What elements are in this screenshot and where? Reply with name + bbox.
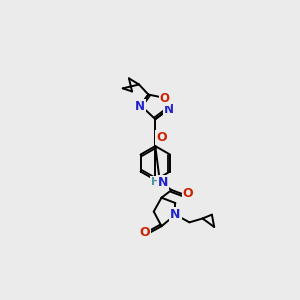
- Text: O: O: [182, 187, 193, 200]
- Text: N: N: [158, 176, 168, 189]
- Text: O: O: [160, 92, 170, 105]
- Text: N: N: [164, 103, 173, 116]
- Text: N: N: [170, 208, 181, 221]
- Text: O: O: [139, 226, 150, 239]
- Text: N: N: [135, 100, 145, 112]
- Text: O: O: [156, 131, 167, 144]
- Text: H: H: [151, 177, 160, 187]
